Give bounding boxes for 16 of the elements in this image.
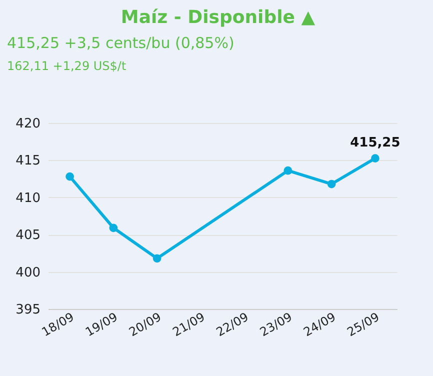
point: [152, 254, 162, 263]
point: [109, 224, 118, 232]
point: [371, 154, 380, 163]
chart-title: Maíz - Disponible ▲: [120, 7, 316, 28]
text: 162,11 +1,29 US$/t: [7, 59, 126, 73]
y-tick-label: 410: [16, 190, 40, 206]
y-tick-label: 415: [16, 154, 40, 169]
chart-subtitle: 415,25 +3,5 cents/bu (0,85%): [7, 34, 234, 52]
y-tick-label: 420: [16, 116, 40, 132]
point: [284, 166, 292, 175]
point: [66, 172, 74, 181]
data-label: 415,25: [350, 135, 400, 150]
y-tick-label: 400: [16, 265, 40, 280]
point: [327, 180, 336, 188]
y-tick-label: 395: [16, 302, 40, 318]
y-tick-label: 405: [16, 228, 40, 244]
